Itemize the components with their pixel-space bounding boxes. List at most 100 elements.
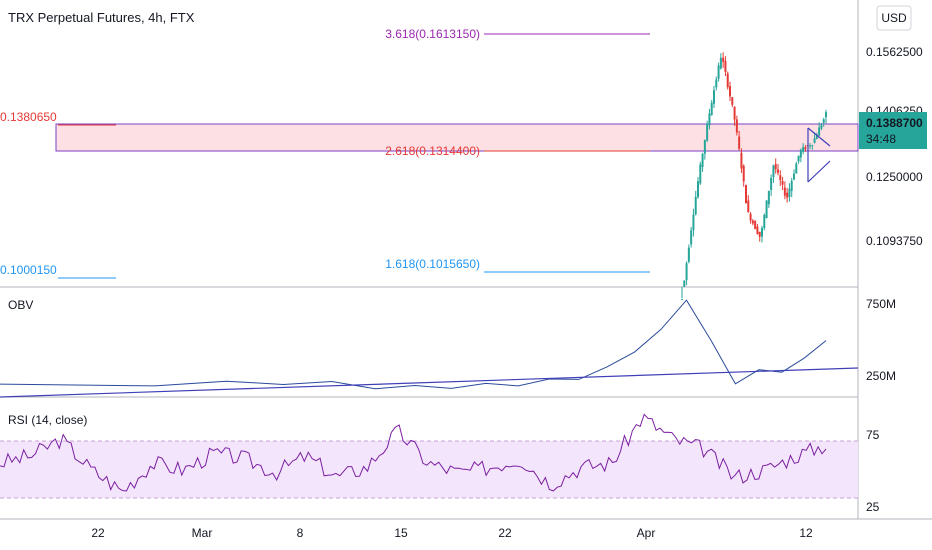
- candle: [763, 213, 766, 231]
- candle-body: [710, 102, 713, 116]
- candle: [699, 161, 702, 185]
- candle: [788, 183, 791, 202]
- candle-body: [761, 227, 763, 237]
- rsi-tick-75: 75: [866, 428, 880, 442]
- last-price-badge: 0.1388700 34:48: [859, 112, 927, 149]
- candle: [774, 158, 777, 174]
- candle-body: [799, 149, 802, 158]
- candle: [820, 122, 823, 131]
- rsi-tick-25: 25: [866, 500, 880, 514]
- candle-body: [818, 127, 821, 136]
- obv-label: OBV: [8, 298, 33, 312]
- candle-body: [781, 180, 784, 185]
- candle-body: [701, 153, 704, 167]
- candle-body: [717, 65, 720, 79]
- candle: [786, 187, 789, 203]
- candle-body: [742, 165, 745, 182]
- candle-body: [706, 123, 709, 141]
- time-label-8: 8: [297, 526, 304, 540]
- candle-body: [729, 86, 731, 97]
- candle-body: [749, 213, 752, 221]
- time-label-12: 12: [799, 526, 813, 540]
- candle: [717, 62, 720, 82]
- chart-title: TRX Perpetual Futures, 4h, FTX: [8, 10, 195, 25]
- candle-body: [726, 73, 729, 88]
- candle: [687, 244, 690, 264]
- fib-label-3618: 3.618(0.1613150): [385, 27, 480, 41]
- candle: [799, 148, 802, 163]
- candle-body: [722, 57, 725, 62]
- candle-body: [774, 164, 777, 170]
- candlestick-series: [681, 52, 827, 300]
- resistance-zone[interactable]: [55, 123, 859, 152]
- candle-body: [770, 177, 773, 191]
- candle: [703, 139, 706, 160]
- candle: [818, 122, 821, 136]
- candle-body: [715, 79, 718, 88]
- obv-tick-750: 750M: [866, 297, 896, 311]
- candle-body: [708, 113, 711, 126]
- candle: [713, 85, 715, 108]
- candle-body: [786, 192, 789, 198]
- candle: [747, 195, 750, 213]
- candle: [751, 219, 754, 226]
- candle-body: [751, 220, 754, 224]
- candle-body: [697, 181, 699, 198]
- candle: [710, 99, 713, 116]
- price-tick-1: 0.1562500: [866, 45, 923, 59]
- candle: [722, 52, 725, 68]
- candle: [694, 190, 697, 216]
- candle: [822, 117, 825, 127]
- candle: [804, 145, 807, 152]
- candle-body: [802, 146, 805, 152]
- rsi-line: [0, 413, 827, 492]
- candle-body: [681, 298, 683, 300]
- candle: [777, 163, 779, 176]
- candle: [770, 174, 773, 196]
- candle: [726, 71, 729, 90]
- time-label-22-mar: 22: [498, 526, 512, 540]
- candle: [692, 208, 695, 237]
- obv-trendline[interactable]: [0, 367, 859, 398]
- candle-body: [735, 119, 738, 133]
- candle: [697, 177, 699, 199]
- candle-body: [797, 155, 800, 162]
- currency-button[interactable]: USD: [876, 5, 912, 31]
- candle-body: [692, 214, 695, 231]
- time-label-apr: Apr: [637, 526, 656, 540]
- candle-body: [747, 200, 750, 212]
- candle-body: [683, 280, 686, 287]
- candle-body: [733, 106, 736, 120]
- rsi-label: RSI (14, close): [8, 413, 87, 427]
- candle: [742, 164, 745, 187]
- candle-body: [772, 165, 775, 178]
- candle: [761, 225, 763, 243]
- candle: [708, 108, 711, 130]
- candle-body: [783, 187, 786, 196]
- triangle-pattern[interactable]: [807, 127, 831, 183]
- bar-countdown: 34:48: [866, 132, 896, 146]
- time-label-mar: Mar: [192, 526, 213, 540]
- price-tick-3: 0.1093750: [866, 234, 923, 248]
- candle: [793, 169, 795, 181]
- candle-body: [740, 152, 743, 169]
- candle-body: [825, 112, 827, 118]
- candle-body: [790, 180, 793, 191]
- candle-body: [813, 138, 816, 143]
- candle: [809, 143, 811, 150]
- candle-body: [699, 164, 702, 184]
- candle-body: [822, 119, 825, 123]
- candle-body: [809, 145, 811, 147]
- obv-line: [0, 299, 827, 390]
- left-label-red: 0.1380650: [0, 110, 57, 124]
- candle-body: [795, 163, 798, 174]
- candle: [735, 115, 738, 136]
- candle-body: [685, 263, 688, 281]
- fib-label-1618: 1.618(0.1015650): [385, 257, 480, 271]
- candle: [772, 164, 775, 183]
- candle: [683, 280, 686, 287]
- candle: [733, 106, 736, 126]
- candle: [724, 56, 727, 77]
- candle: [706, 120, 709, 143]
- candle: [779, 170, 782, 186]
